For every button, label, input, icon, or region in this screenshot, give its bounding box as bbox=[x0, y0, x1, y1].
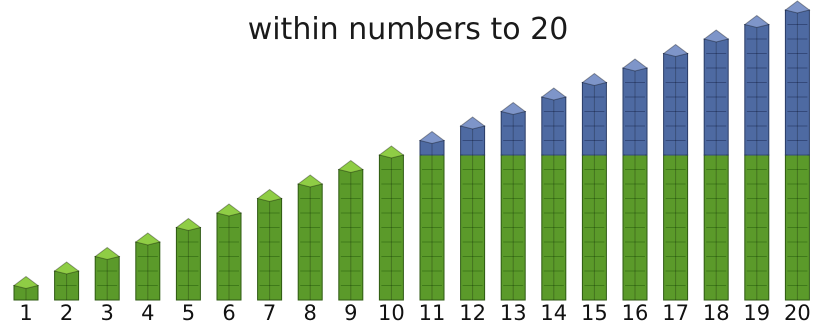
tower-cap-8 bbox=[297, 174, 324, 188]
tick-label-5: 5 bbox=[182, 301, 195, 324]
tower-19 bbox=[743, 14, 770, 301]
tick-label-18: 18 bbox=[703, 301, 730, 324]
extra-cubes-bar-15 bbox=[581, 82, 607, 156]
tower-12 bbox=[459, 116, 486, 301]
tower-cap-13 bbox=[500, 101, 527, 116]
tick-label-20: 20 bbox=[784, 301, 811, 324]
extra-cubes-bar-19 bbox=[744, 24, 770, 156]
tower-cap-15 bbox=[581, 72, 608, 87]
tower-cap-6 bbox=[215, 203, 243, 217]
tower-2 bbox=[53, 261, 80, 301]
tick-label-4: 4 bbox=[141, 301, 154, 324]
tower-4 bbox=[134, 232, 161, 301]
towers-layer bbox=[12, 0, 811, 301]
tower-cap-11 bbox=[418, 130, 446, 145]
tower-1 bbox=[12, 275, 40, 301]
tower-8 bbox=[297, 174, 324, 301]
tick-labels: 1 2 3 4 5 6 7 8 9 10 11 12 13 14 15 16 17 18 19 20 bbox=[19, 301, 810, 324]
tick-label-16: 16 bbox=[622, 301, 649, 324]
tick-label-10: 10 bbox=[378, 301, 405, 324]
tower-7 bbox=[256, 188, 283, 301]
tower-cap-4 bbox=[134, 232, 161, 246]
tower-11 bbox=[418, 130, 446, 301]
tick-label-17: 17 bbox=[662, 301, 689, 324]
tick-label-1: 1 bbox=[19, 301, 32, 324]
tick-label-3: 3 bbox=[101, 301, 114, 324]
tower-cap-17 bbox=[662, 43, 689, 58]
tower-cap-12 bbox=[459, 116, 486, 130]
tower-10 bbox=[378, 145, 405, 301]
tower-cap-2 bbox=[53, 261, 80, 275]
tower-cap-14 bbox=[540, 87, 567, 101]
tick-label-6: 6 bbox=[222, 301, 235, 324]
tower-cap-1 bbox=[12, 275, 40, 290]
extra-cubes-bar-17 bbox=[663, 53, 689, 156]
tower-cap-19 bbox=[743, 14, 770, 29]
tower-6 bbox=[215, 203, 243, 301]
ten-cubes-bar-9 bbox=[338, 169, 364, 301]
tower-cap-5 bbox=[175, 217, 202, 232]
tower-15 bbox=[581, 72, 608, 301]
tower-14 bbox=[540, 87, 567, 301]
tick-label-11: 11 bbox=[419, 301, 446, 324]
tower-13 bbox=[500, 101, 527, 301]
tick-label-2: 2 bbox=[60, 301, 73, 324]
tower-cap-9 bbox=[337, 159, 364, 174]
tick-label-7: 7 bbox=[263, 301, 276, 324]
tower-20 bbox=[784, 0, 811, 301]
tower-16 bbox=[621, 58, 649, 301]
tower-3 bbox=[94, 246, 121, 301]
tower-18 bbox=[703, 29, 730, 301]
tower-cap-18 bbox=[703, 29, 730, 43]
ten-cubes-bar-3 bbox=[94, 256, 120, 301]
ten-cubes-bar-5 bbox=[175, 227, 201, 301]
tower-cap-7 bbox=[256, 188, 283, 203]
tower-cap-20 bbox=[784, 0, 811, 14]
ten-cubes-bar-7 bbox=[257, 198, 283, 301]
tick-label-13: 13 bbox=[500, 301, 527, 324]
tower-9 bbox=[337, 159, 364, 301]
tick-label-14: 14 bbox=[540, 301, 567, 324]
tower-cap-16 bbox=[621, 58, 649, 72]
tick-label-9: 9 bbox=[344, 301, 357, 324]
tick-label-12: 12 bbox=[459, 301, 486, 324]
title-line-2: within numbers to 20 bbox=[247, 12, 569, 47]
tower-cap-10 bbox=[378, 145, 405, 159]
tick-label-19: 19 bbox=[743, 301, 770, 324]
tower-17 bbox=[662, 43, 689, 301]
tick-label-15: 15 bbox=[581, 301, 608, 324]
tower-5 bbox=[175, 217, 202, 301]
tick-label-8: 8 bbox=[304, 301, 317, 324]
tower-cap-3 bbox=[94, 246, 121, 261]
